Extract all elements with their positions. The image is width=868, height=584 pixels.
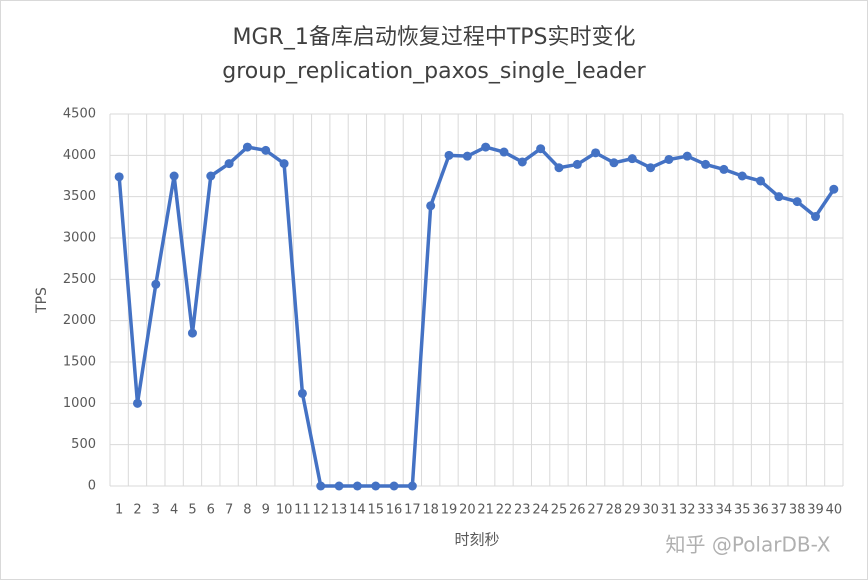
x-tick-label: 16	[386, 503, 403, 518]
y-tick-label: 4000	[63, 148, 96, 163]
data-point	[517, 157, 527, 167]
x-tick-label: 30	[642, 503, 659, 518]
x-tick-label: 25	[551, 503, 568, 518]
x-tick-label: 11	[294, 503, 311, 518]
x-tick-label: 18	[422, 503, 439, 518]
data-point	[737, 171, 747, 181]
data-point	[536, 144, 546, 154]
x-tick-label: 39	[807, 503, 824, 518]
x-tick-label: 23	[514, 503, 531, 518]
data-point	[169, 171, 179, 181]
data-point	[682, 151, 692, 161]
x-tick-label: 17	[404, 503, 421, 518]
data-point	[627, 154, 637, 164]
x-tick-label: 2	[133, 503, 141, 518]
y-tick-label: 500	[71, 437, 96, 452]
x-tick-label: 31	[661, 503, 678, 518]
data-point	[756, 176, 766, 186]
data-point	[444, 150, 454, 160]
y-tick-label: 3500	[63, 189, 96, 204]
data-point	[206, 171, 216, 181]
x-axis-label: 时刻秒	[454, 531, 499, 549]
data-point	[352, 481, 362, 491]
data-point	[499, 147, 509, 157]
y-tick-label: 0	[88, 479, 96, 494]
x-tick-label: 28	[606, 503, 623, 518]
data-point	[187, 328, 197, 338]
data-point	[316, 481, 326, 491]
x-tick-label: 37	[771, 503, 788, 518]
x-tick-label: 21	[477, 503, 494, 518]
x-tick-label: 35	[734, 503, 751, 518]
x-tick-label: 15	[367, 503, 384, 518]
data-point	[279, 159, 289, 169]
data-point	[151, 279, 161, 289]
y-tick-label: 1000	[63, 396, 96, 411]
x-tick-label: 32	[679, 503, 696, 518]
x-tick-label: 38	[789, 503, 806, 518]
x-tick-label: 6	[207, 503, 215, 518]
data-point	[792, 197, 802, 207]
data-point	[114, 172, 124, 182]
x-tick-label: 1	[115, 503, 123, 518]
y-tick-label: 1500	[63, 355, 96, 370]
x-tick-label: 29	[624, 503, 641, 518]
y-tick-label: 3000	[63, 231, 96, 246]
x-tick-label: 3	[152, 503, 160, 518]
x-tick-label: 7	[225, 503, 233, 518]
x-tick-label: 9	[262, 503, 270, 518]
x-tick-label: 12	[312, 503, 329, 518]
data-point	[481, 142, 491, 152]
data-point	[646, 163, 656, 173]
x-tick-label: 14	[349, 503, 366, 518]
x-tick-label: 5	[188, 503, 196, 518]
x-tick-label: 36	[752, 503, 769, 518]
x-tick-label: 34	[716, 503, 733, 518]
data-point	[389, 481, 399, 491]
data-point	[297, 388, 307, 398]
data-point	[591, 148, 601, 158]
x-tick-label: 8	[243, 503, 251, 518]
series-line	[117, 145, 836, 488]
data-point	[554, 163, 564, 173]
data-point	[371, 481, 381, 491]
data-point	[609, 158, 619, 168]
data-point	[132, 398, 142, 408]
x-tick-label: 40	[826, 503, 843, 518]
y-tick-label: 2000	[63, 313, 96, 328]
data-point	[261, 145, 271, 155]
data-point	[572, 159, 582, 169]
data-point	[407, 481, 417, 491]
watermark: 知乎 @PolarDB-X	[665, 533, 830, 557]
data-point	[811, 212, 821, 222]
x-tick-label: 20	[459, 503, 476, 518]
x-tick-label: 4	[170, 503, 178, 518]
data-point	[701, 159, 711, 169]
y-axis-label: TPS	[34, 287, 50, 314]
data-point	[426, 201, 436, 211]
x-tick-label: 22	[496, 503, 513, 518]
x-tick-label: 19	[441, 503, 458, 518]
chart-subtitle: group_replication_paxos_single_leader	[222, 59, 646, 84]
data-point	[664, 154, 674, 164]
data-point	[774, 192, 784, 202]
data-point	[334, 481, 344, 491]
y-tick-label: 4500	[63, 107, 96, 122]
y-tick-label: 2500	[63, 272, 96, 287]
x-tick-label: 13	[331, 503, 348, 518]
x-tick-label: 33	[697, 503, 714, 518]
chart-title: MGR_1备库启动恢复过程中TPS实时变化	[233, 25, 636, 50]
x-tick-label: 26	[569, 503, 586, 518]
data-point	[242, 142, 252, 152]
x-tick-label: 10	[276, 503, 293, 518]
data-point	[829, 184, 839, 194]
x-tick-label: 27	[587, 503, 604, 518]
data-point	[719, 164, 729, 174]
x-tick-label: 24	[532, 503, 549, 518]
data-point	[462, 151, 472, 161]
data-point	[224, 159, 234, 169]
